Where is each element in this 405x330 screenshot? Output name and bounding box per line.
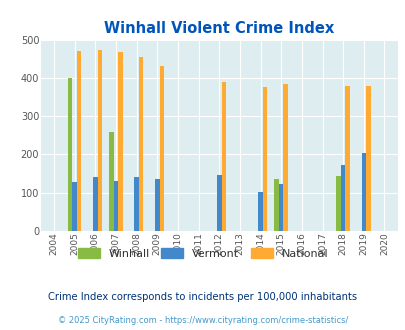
Bar [118, 52, 122, 231]
Bar [221, 82, 226, 231]
Text: Crime Index corresponds to incidents per 100,000 inhabitants: Crime Index corresponds to incidents per… [48, 292, 357, 302]
Bar [216, 175, 221, 231]
Bar [365, 85, 370, 231]
Text: © 2025 CityRating.com - https://www.cityrating.com/crime-statistics/: © 2025 CityRating.com - https://www.city… [58, 316, 347, 325]
Bar [360, 152, 365, 231]
Bar [159, 66, 164, 231]
Bar [335, 176, 340, 231]
Bar [109, 132, 113, 231]
Bar [345, 85, 349, 231]
Bar [283, 84, 287, 231]
Legend: Winhall, Vermont, National: Winhall, Vermont, National [73, 244, 332, 263]
Bar [274, 179, 278, 231]
Bar [340, 165, 345, 231]
Bar [93, 178, 97, 231]
Bar [97, 50, 102, 231]
Bar [258, 192, 262, 231]
Bar [72, 182, 77, 231]
Title: Winhall Violent Crime Index: Winhall Violent Crime Index [104, 21, 334, 36]
Bar [278, 184, 283, 231]
Bar [134, 178, 139, 231]
Bar [262, 87, 267, 231]
Bar [113, 181, 118, 231]
Bar [155, 179, 159, 231]
Bar [139, 57, 143, 231]
Bar [68, 78, 72, 231]
Bar [77, 51, 81, 231]
